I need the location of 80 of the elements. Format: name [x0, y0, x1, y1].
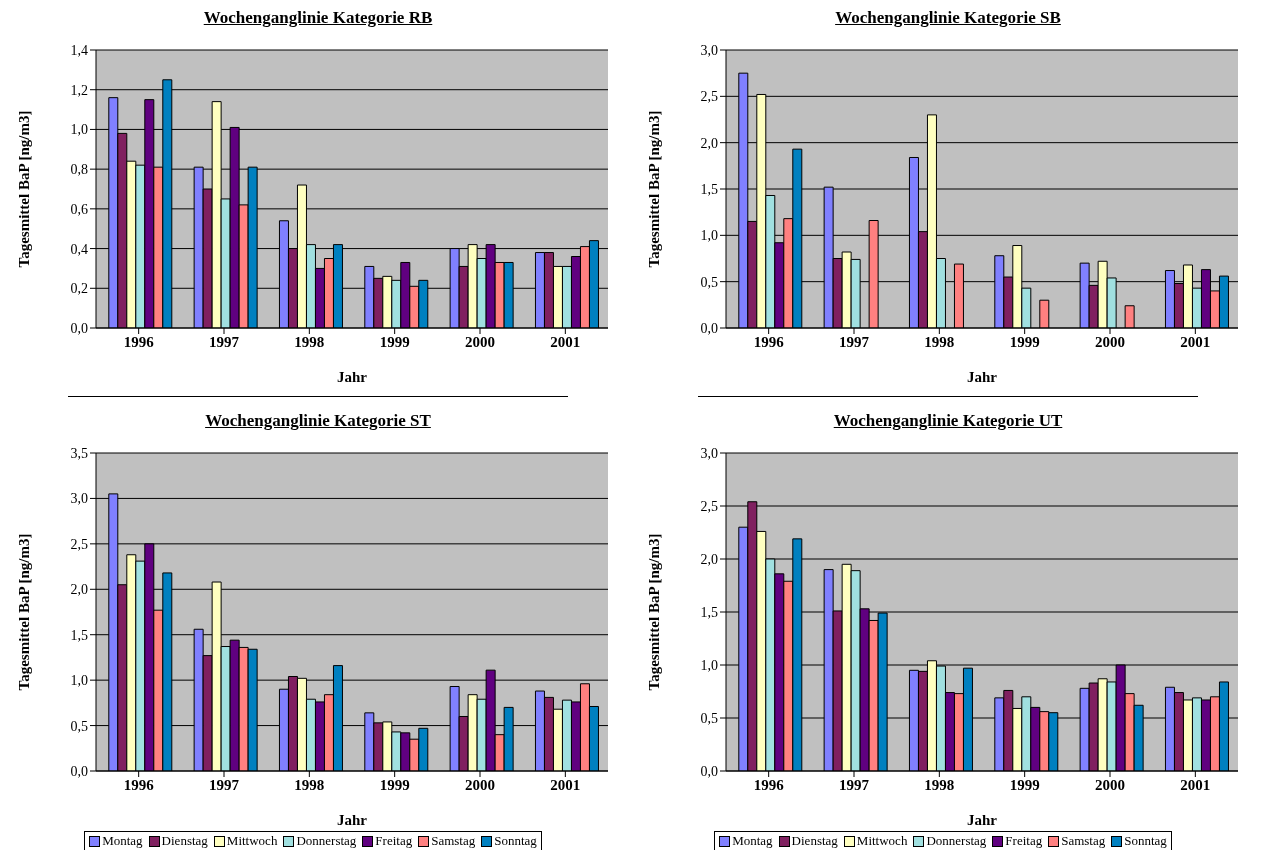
x-tick-label: 1996: [123, 776, 155, 793]
y-tick-label: 0,6: [70, 201, 88, 217]
legend-label: Sonntag: [1123, 833, 1167, 849]
y-tick-label: 3,5: [70, 445, 88, 461]
x-tick-label: 1996: [753, 776, 785, 793]
legend-label: Mittwoch: [225, 833, 278, 849]
legend-label: Dienstag: [790, 833, 838, 849]
x-tick-label: 1999: [379, 776, 410, 793]
y-tick-label: 1,2: [70, 82, 88, 98]
x-axis-title: Jahr: [337, 812, 368, 828]
legend-label: Dienstag: [160, 833, 208, 849]
chart-title: Wochenganglinie Kategorie UT: [832, 411, 1064, 431]
chart-title: Wochenganglinie Kategorie ST: [204, 411, 432, 431]
x-tick-label: 1997: [209, 776, 240, 793]
legend-label: Freitag: [1004, 833, 1043, 849]
legend-label: Sonntag: [493, 833, 537, 849]
y-axis-title: Tagesmittel BaP [ng/m3]: [16, 533, 33, 691]
chart-title: Wochenganglinie Kategorie SB: [834, 8, 1062, 28]
legend-label: Donnerstag: [925, 833, 987, 849]
y-tick-label: 0,5: [70, 718, 88, 734]
x-tick-label: 1998: [924, 333, 955, 350]
x-axis-title: Jahr: [337, 369, 368, 385]
x-tick-label: 1998: [294, 776, 325, 793]
y-tick-label: 1,0: [70, 122, 88, 138]
legend-label: Freitag: [374, 833, 413, 849]
x-tick-label: 1999: [1009, 333, 1040, 350]
y-tick-label: 2,0: [700, 551, 718, 567]
legend-label: Samstag: [1060, 833, 1106, 849]
legend-label: Samstag: [430, 833, 476, 849]
y-tick-label: 1,0: [700, 657, 718, 673]
y-tick-label: 2,5: [700, 498, 718, 514]
y-tick-label: 0,2: [70, 281, 88, 297]
y-axis-title: Tagesmittel BaP [ng/m3]: [16, 110, 33, 268]
x-tick-label: 2000: [1095, 776, 1125, 793]
y-tick-label: 0,0: [700, 320, 718, 336]
x-axis-title: Jahr: [967, 812, 998, 828]
x-tick-label: 1997: [839, 776, 870, 793]
x-tick-label: 1998: [294, 333, 325, 350]
y-tick-label: 0,0: [700, 763, 718, 779]
x-axis-title: Jahr: [967, 369, 998, 385]
y-axis-title: Tagesmittel BaP [ng/m3]: [646, 533, 663, 691]
x-tick-label: 2000: [465, 776, 495, 793]
x-tick-label: 2001: [1180, 776, 1211, 793]
y-tick-label: 0,0: [70, 320, 88, 336]
y-tick-label: 1,0: [70, 673, 88, 689]
y-tick-label: 1,5: [700, 181, 718, 197]
x-tick-label: 1996: [123, 333, 155, 350]
legend-label: Mittwoch: [855, 833, 908, 849]
x-tick-label: 2000: [465, 333, 495, 350]
y-tick-label: 3,0: [700, 42, 718, 58]
x-tick-label: 1997: [839, 333, 870, 350]
y-tick-label: 3,0: [700, 445, 718, 461]
y-axis-title: Tagesmittel BaP [ng/m3]: [646, 110, 663, 268]
y-tick-label: 0,8: [70, 162, 88, 178]
x-tick-label: 1999: [1009, 776, 1040, 793]
x-tick-label: 2001: [550, 776, 581, 793]
y-tick-label: 0,4: [70, 241, 88, 257]
y-tick-label: 1,0: [700, 228, 718, 244]
y-tick-label: 1,5: [70, 627, 88, 643]
legend-label: Donnerstag: [295, 833, 357, 849]
x-tick-label: 1998: [924, 776, 955, 793]
y-tick-label: 3,0: [70, 491, 88, 507]
x-tick-label: 1996: [753, 333, 785, 350]
x-tick-label: 1999: [379, 333, 410, 350]
x-tick-label: 2001: [550, 333, 581, 350]
y-tick-label: 2,0: [70, 582, 88, 598]
chart-title: Wochenganglinie Kategorie RB: [202, 8, 434, 28]
y-tick-label: 1,4: [70, 42, 88, 58]
y-tick-label: 0,0: [70, 763, 88, 779]
y-tick-label: 2,5: [70, 536, 88, 552]
x-tick-label: 2001: [1180, 333, 1211, 350]
legend-label: Montag: [731, 833, 773, 849]
y-tick-label: 2,0: [700, 135, 718, 151]
x-tick-label: 1997: [209, 333, 240, 350]
y-tick-label: 0,5: [700, 710, 718, 726]
y-tick-label: 1,5: [700, 604, 718, 620]
y-tick-label: 2,5: [700, 89, 718, 105]
x-tick-label: 2000: [1095, 333, 1125, 350]
legend-label: Montag: [101, 833, 143, 849]
y-tick-label: 0,5: [700, 274, 718, 290]
